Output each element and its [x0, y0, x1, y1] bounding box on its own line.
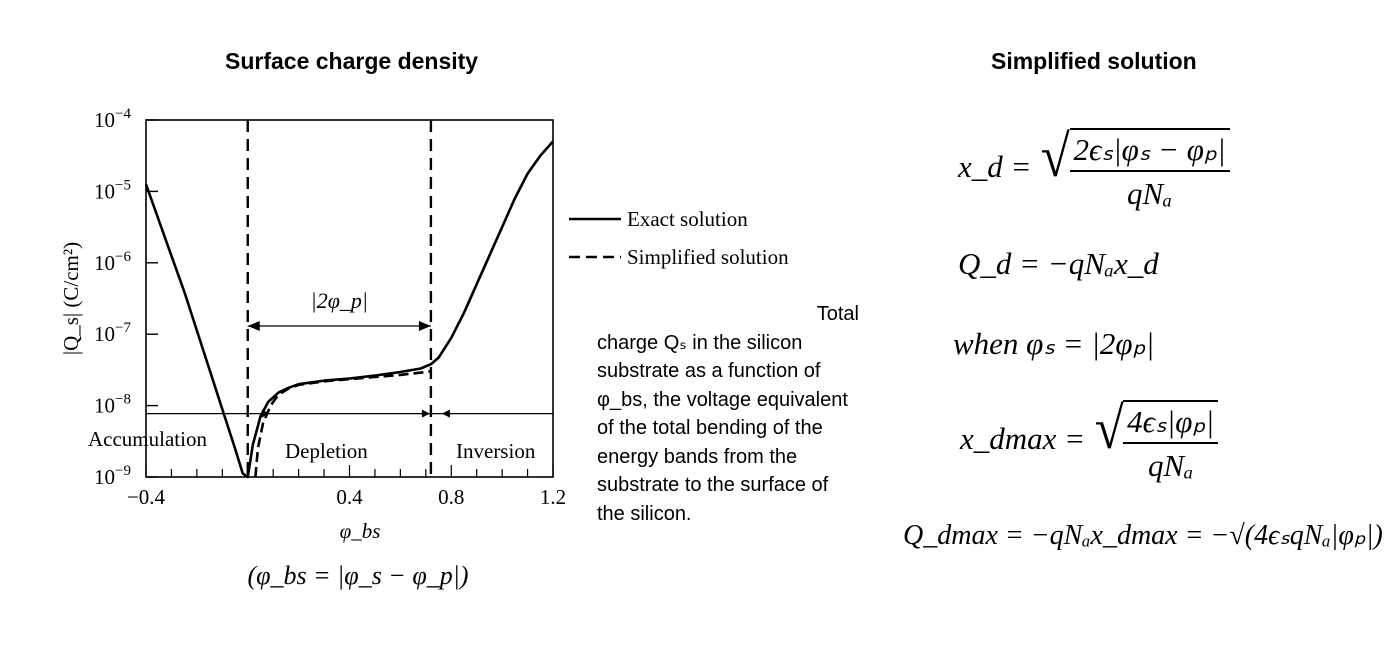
legend-label: Simplified solution	[627, 245, 789, 269]
y-tick-label: 10−5	[94, 177, 131, 203]
region-label: Inversion	[456, 439, 536, 463]
x-tick-label: 0.8	[438, 485, 464, 509]
y-tick-label: 10−6	[94, 249, 131, 275]
y-tick-label: 10−9	[94, 463, 131, 489]
simplified-solution-line	[254, 370, 432, 478]
caption-body: charge Qₛ in the silicon substrate as a …	[597, 331, 848, 525]
figure-caption: Total charge Qₛ in the silicon substrate…	[597, 300, 859, 528]
legend-label: Exact solution	[627, 207, 748, 231]
x-tick-label: 1.2	[540, 485, 566, 509]
radical-sign-icon: √	[1094, 396, 1124, 461]
xdmax-lhs: x_dmax =	[960, 421, 1086, 457]
xd-numerator: 2ϵₛ|φₛ − φₚ|	[1069, 132, 1230, 172]
charge-density-chart: 10−4 10−5 10−6 10−7 10−8 10−9−0.4 0.4 0.8 1.2 φ_b…	[59, 106, 789, 590]
region-label: Depletion	[285, 439, 368, 463]
x-axis-label: φ_bs	[340, 519, 381, 543]
radical-sign-icon: √	[1040, 124, 1070, 189]
chart-title: Surface charge density	[225, 48, 479, 74]
y-tick-label: 10−7	[94, 320, 131, 346]
region-label: Accumulation	[88, 427, 207, 451]
xdmax-denominator: qNₐ	[1148, 448, 1194, 483]
xd-sqrt: √ 2ϵₛ|φₛ − φₚ| qNₐ	[1039, 124, 1230, 212]
span-arrow-left	[247, 321, 260, 331]
solution-title: Simplified solution	[991, 48, 1197, 74]
region-arrow	[421, 409, 430, 418]
y-tick-label: 10−4	[94, 106, 131, 132]
qdmax-equation: Q_dmax = −qNₐx_dmax = −√(4ϵₛqNₐ|φₚ|)	[903, 520, 1383, 551]
xd-lhs: x_d =	[958, 149, 1032, 185]
x-tick-label: −0.4	[127, 485, 166, 509]
span-label: |2φ_p|	[311, 288, 368, 313]
caption-first-line: Total	[816, 303, 859, 325]
xdmax-numerator: 4ϵₛ|φₚ|	[1123, 404, 1219, 444]
when-condition: when φₛ = |2φₚ|	[953, 326, 1155, 361]
x-tick-label: 0.4	[336, 485, 363, 509]
xdmax-equation: x_dmax = √ 4ϵₛ|φₚ| qNₐ	[960, 396, 1219, 484]
y-axis-label: |Q_s| (C/cm²)	[59, 242, 83, 355]
y-tick-label: 10−8	[94, 392, 131, 418]
qd-equation: Q_d = −qNₐx_d	[958, 246, 1159, 281]
x-definition: (φ_bs = |φ_s − φ_p|)	[247, 561, 468, 590]
span-arrow-right	[418, 321, 431, 331]
xd-denominator: qNₐ	[1126, 176, 1173, 211]
xdmax-sqrt: √ 4ϵₛ|φₚ| qNₐ	[1093, 396, 1219, 484]
region-arrow	[441, 409, 450, 418]
xd-equation: x_d = √ 2ϵₛ|φₛ − φₚ| qNₐ	[958, 124, 1230, 212]
